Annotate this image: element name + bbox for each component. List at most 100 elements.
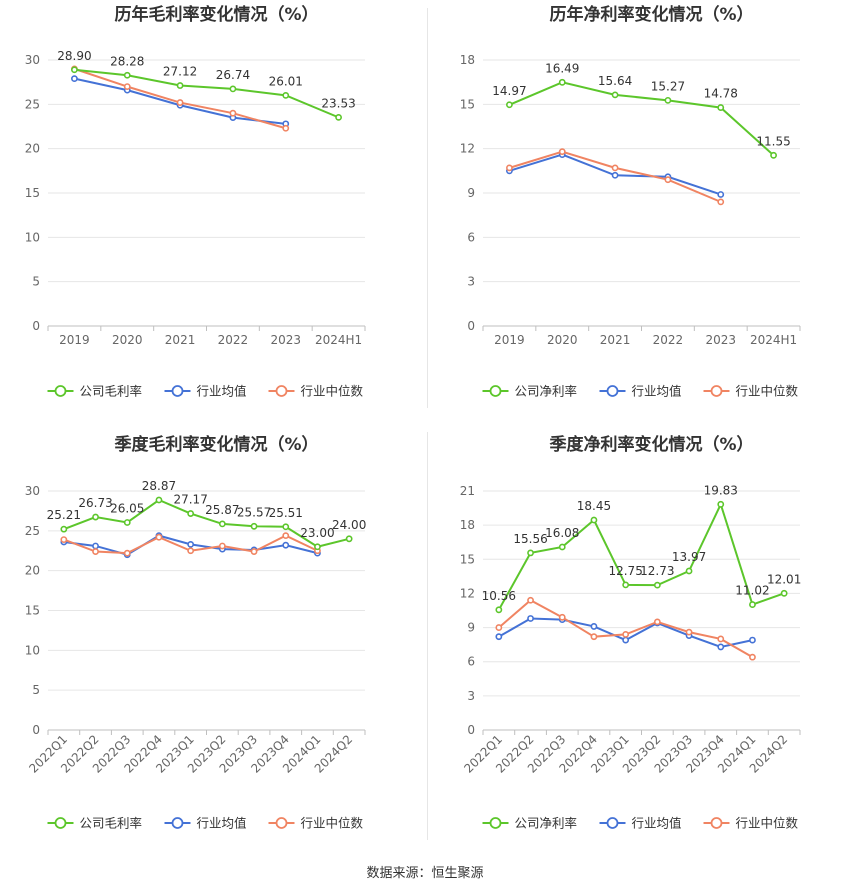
legend-swatch-marker [606, 817, 619, 829]
data-point-company [590, 516, 598, 524]
legend-swatch-marker [275, 385, 288, 397]
data-point-company [155, 496, 163, 504]
legend-item-avg: 行业均值 [599, 816, 682, 831]
legend-swatch-marker [275, 817, 288, 829]
series-line-company [63, 498, 350, 548]
x-tick-label: 2024H1 [750, 333, 797, 347]
legend-swatch-marker [54, 817, 67, 829]
legend-label: 行业均值 [632, 384, 682, 399]
data-label: 14.97 [492, 84, 526, 98]
data-label: 11.55 [756, 134, 790, 148]
legend-item-avg: 行业均值 [164, 816, 247, 831]
data-label: 26.73 [78, 496, 112, 510]
y-tick-label: 15 [25, 186, 40, 200]
data-point-median [92, 548, 99, 555]
y-tick-label: 5 [32, 683, 40, 697]
data-point-median [250, 548, 258, 555]
data-label: 16.49 [545, 61, 579, 75]
data-point-avg [527, 615, 534, 622]
y-tick-label: 12 [460, 142, 475, 156]
data-label: 26.74 [216, 68, 250, 82]
y-tick-label: 15 [460, 552, 475, 566]
data-point-median [717, 635, 725, 643]
y-tick-label: 30 [25, 53, 40, 67]
x-tick-label: 2022 [218, 333, 249, 347]
data-point-company [218, 520, 226, 528]
panel-divider-bottom [427, 432, 428, 840]
data-point-avg [495, 633, 503, 641]
data-label: 11.02 [735, 584, 769, 598]
chart-quarterly-gross-margin: 季度毛利率变化情况（%）0510152025302022Q12022Q22022… [25, 434, 367, 831]
data-label: 27.17 [173, 493, 207, 507]
source-note: 数据来源：恒生聚源 [366, 866, 484, 881]
data-point-company [229, 85, 237, 93]
chart-annual-gross-margin: 历年毛利率变化情况（%） 0 5 10 15 20 25 30 2019 2020 2021 2022… [25, 4, 366, 399]
data-point-avg [187, 540, 195, 548]
legend-item-company: 公司净利率 [482, 384, 578, 399]
x-tick-label: 2022 [653, 333, 684, 347]
data-label: 28.28 [110, 54, 144, 68]
legend-swatch-marker [489, 817, 502, 829]
data-point-median [176, 99, 184, 106]
y-tick-label: 9 [467, 621, 475, 635]
data-label: 16.08 [545, 526, 579, 540]
x-tick-label: 2023 [705, 333, 736, 347]
data-point-median [664, 176, 672, 184]
data-point-company [685, 567, 693, 575]
data-point-company [250, 522, 258, 530]
data-label: 25.21 [47, 508, 81, 522]
data-label: 18.45 [577, 499, 611, 513]
data-point-median [187, 547, 195, 555]
y-tick-label: 0 [32, 723, 40, 737]
y-tick-label: 6 [467, 655, 475, 669]
y-tick-label: 10 [25, 230, 40, 244]
legend-item-company: 公司净利率 [482, 816, 578, 831]
y-tick-label: 0 [32, 319, 40, 333]
data-point-company [314, 543, 321, 551]
chart-title: 历年净利率变化情况（%） [549, 4, 753, 25]
chart-title: 历年毛利率变化情况（%） [114, 4, 318, 25]
data-point-company [335, 113, 342, 121]
data-point-company [495, 606, 503, 614]
data-point-median [495, 624, 503, 631]
data-point-median [506, 164, 513, 172]
legend-item-company: 公司毛利率 [47, 384, 142, 399]
x-tick-label: 2024H1 [315, 333, 362, 347]
chart-title: 季度毛利率变化情况（%） [114, 434, 318, 455]
data-point-median [558, 148, 566, 156]
data-point-company [717, 104, 725, 111]
data-point-company [123, 519, 131, 526]
data-point-median [611, 164, 619, 172]
x-tick-label: 2020 [112, 333, 143, 347]
chart-quarterly-net-margin: 季度净利率变化情况（%）0369121518212022Q12022Q22022… [460, 434, 802, 831]
y-tick-label: 30 [25, 484, 40, 498]
data-point-company [282, 523, 290, 531]
y-tick-label: 20 [25, 564, 40, 578]
data-label: 26.01 [269, 74, 303, 88]
series-line-company [74, 68, 339, 119]
y-tick-label: 3 [467, 275, 475, 289]
data-label: 19.83 [704, 483, 738, 497]
data-label: 23.00 [300, 526, 334, 540]
data-point-company [558, 543, 566, 551]
y-tick-label: 0 [467, 723, 475, 737]
data-label: 12.73 [640, 564, 674, 578]
data-point-median [282, 124, 290, 132]
data-point-company [176, 82, 184, 89]
x-tick-label: 2021 [165, 333, 196, 347]
data-label: 28.87 [142, 479, 176, 493]
y-tick-label: 25 [25, 524, 40, 538]
legend-item-median: 行业中位数 [703, 816, 799, 831]
legend-swatch-marker [171, 385, 184, 397]
legend-label: 公司净利率 [515, 384, 578, 399]
data-point-median [218, 542, 226, 550]
legend-label: 行业均值 [632, 816, 682, 831]
legend-label: 公司净利率 [515, 816, 578, 831]
y-tick-label: 18 [460, 518, 475, 532]
legend-item-median: 行业中位数 [703, 384, 799, 399]
data-point-company [187, 510, 195, 517]
data-point-avg [282, 541, 290, 549]
y-tick-label: 15 [25, 604, 40, 618]
legend-swatch-marker [171, 817, 184, 829]
data-point-avg [92, 542, 99, 550]
